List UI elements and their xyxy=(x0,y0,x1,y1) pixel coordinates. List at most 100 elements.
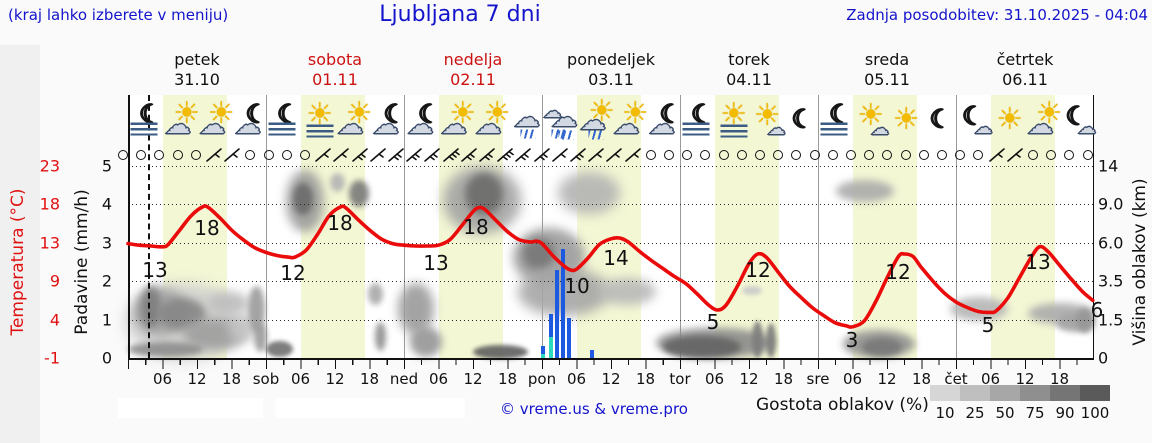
x-tick-label: 06 xyxy=(428,370,449,388)
precip-tick: 1 xyxy=(101,310,112,330)
density-segment xyxy=(990,385,1020,401)
cloudsm-icon: ☁ xyxy=(870,117,890,140)
x-tick-label: 06 xyxy=(566,370,587,388)
moon-icon: ☾ xyxy=(659,99,683,129)
moon-icon: ☾ xyxy=(383,99,407,129)
wind-calm-icon xyxy=(1064,150,1075,160)
wind-calm-icon xyxy=(882,150,893,160)
wind-calm-icon xyxy=(773,150,784,160)
x-tick-label: ned xyxy=(389,370,419,388)
day-name: torek xyxy=(728,50,770,69)
cloud-blob xyxy=(473,345,528,359)
wind-barb-icon xyxy=(551,146,569,164)
density-segment xyxy=(960,385,990,401)
x-tick-label: 06 xyxy=(842,370,863,388)
weather-icon: ☀ ☁ xyxy=(197,98,235,144)
cloud-blob xyxy=(836,180,894,202)
sun-icon: ☀ xyxy=(345,96,373,131)
precip-tick: 2 xyxy=(101,271,112,291)
cloud-blob xyxy=(128,342,203,357)
weather-icon: ☾ ☁ xyxy=(370,98,408,144)
cloudsm-icon: ☁ xyxy=(1077,116,1097,139)
weather-icon: ☀ ☁ xyxy=(749,98,787,144)
wind-calm-icon xyxy=(1082,150,1093,160)
wind-barb-icon xyxy=(351,146,369,164)
day-date: 04.11 xyxy=(726,70,772,89)
cloud-blob xyxy=(558,172,620,214)
wind-barb-icon xyxy=(533,146,551,164)
day-header: četrtek 06.11 xyxy=(956,50,1094,92)
wind-barb-icon xyxy=(514,146,532,164)
cloud-axis-title: Višina oblakov (km) xyxy=(1130,178,1150,346)
wind-calm-icon xyxy=(937,150,947,160)
precip-tick: 0 xyxy=(101,348,112,368)
weather-icon: ☾ ☁ xyxy=(1060,98,1098,144)
temp-annotation: 5 xyxy=(981,313,995,337)
page-title: Ljubljana 7 dni xyxy=(379,2,541,27)
cloud-blob xyxy=(368,283,383,305)
density-scale xyxy=(930,385,1110,401)
density-tick-label: 50 xyxy=(995,404,1015,422)
weather-icon: ☾ xyxy=(680,98,718,144)
x-tick-label: 12 xyxy=(325,370,345,388)
day-name: nedelja xyxy=(443,50,503,69)
x-tick-label: 18 xyxy=(221,370,242,388)
rain-bar xyxy=(567,317,572,358)
cloud-blob xyxy=(752,321,763,358)
temp-annotation: 18 xyxy=(463,215,489,239)
sun-icon: ☀ xyxy=(588,94,616,129)
cloud-blob xyxy=(950,297,1008,321)
day-header: torek 04.11 xyxy=(680,50,818,92)
rain-bar xyxy=(590,350,595,358)
shower-bar xyxy=(541,354,546,358)
weather-icon: ☾ ☁ xyxy=(232,98,270,144)
weather-icon: ☁ xyxy=(508,98,546,144)
x-tick-label: 18 xyxy=(359,370,380,388)
cloudsm-icon: ☁ xyxy=(973,116,993,139)
wind-barb-icon xyxy=(988,146,1006,164)
cloud-icon: ☁ xyxy=(550,102,578,134)
precip-tick: 5 xyxy=(101,156,112,176)
x-tick-label: 06 xyxy=(290,370,311,388)
day-date: 01.11 xyxy=(312,70,358,89)
wind-calm-icon xyxy=(664,150,674,160)
cloud-blob xyxy=(742,286,762,295)
sun-icon: ☀ xyxy=(753,98,781,133)
rain-icon xyxy=(558,130,574,140)
rain-bar xyxy=(549,313,554,337)
density-tick-label: 75 xyxy=(1025,404,1045,422)
bottom-axis-spine xyxy=(128,358,1094,360)
x-tick-label: čet xyxy=(944,370,968,388)
temp-annotation: 13 xyxy=(423,251,449,275)
fog-icon xyxy=(130,122,158,136)
day-date: 06.11 xyxy=(1002,70,1048,89)
fog-icon xyxy=(306,124,334,138)
wind-barb-icon xyxy=(223,146,241,164)
cloud-tick: 6.0 xyxy=(1098,233,1124,253)
temp-annotation: 18 xyxy=(327,211,353,235)
x-tick-label: pon xyxy=(527,370,557,388)
weather-icon: ☀ ☁ xyxy=(439,98,477,144)
cloud-icon: ☁ xyxy=(406,109,434,141)
wind-calm-icon xyxy=(263,150,274,160)
x-tick-label: 12 xyxy=(601,370,621,388)
weather-icon: ☀ xyxy=(301,98,339,144)
wind-barb-icon xyxy=(314,146,332,164)
moon-icon: ☾ xyxy=(245,99,269,129)
copyright-link[interactable]: © vreme.us & vreme.pro xyxy=(500,400,688,418)
major-ticks xyxy=(128,360,1094,369)
moon-icon: ☾ xyxy=(828,99,852,129)
x-tick-label: 18 xyxy=(497,370,518,388)
density-tick-label: 25 xyxy=(965,404,985,422)
cloud-blob xyxy=(465,173,503,215)
moon-icon: ☾ xyxy=(1065,101,1089,131)
day-name: ponedeljek xyxy=(567,50,655,69)
density-segment xyxy=(930,385,960,401)
moon-icon: ☾ xyxy=(690,99,714,129)
cloudsm-icon: ☁ xyxy=(766,117,786,140)
cloud-blob xyxy=(663,336,741,358)
temp-tick: 4 xyxy=(49,310,60,330)
x-tick-label: 06 xyxy=(704,370,725,388)
weather-icon: ☾ xyxy=(128,98,166,144)
weather-icon: ☀ ☁ xyxy=(335,98,373,144)
